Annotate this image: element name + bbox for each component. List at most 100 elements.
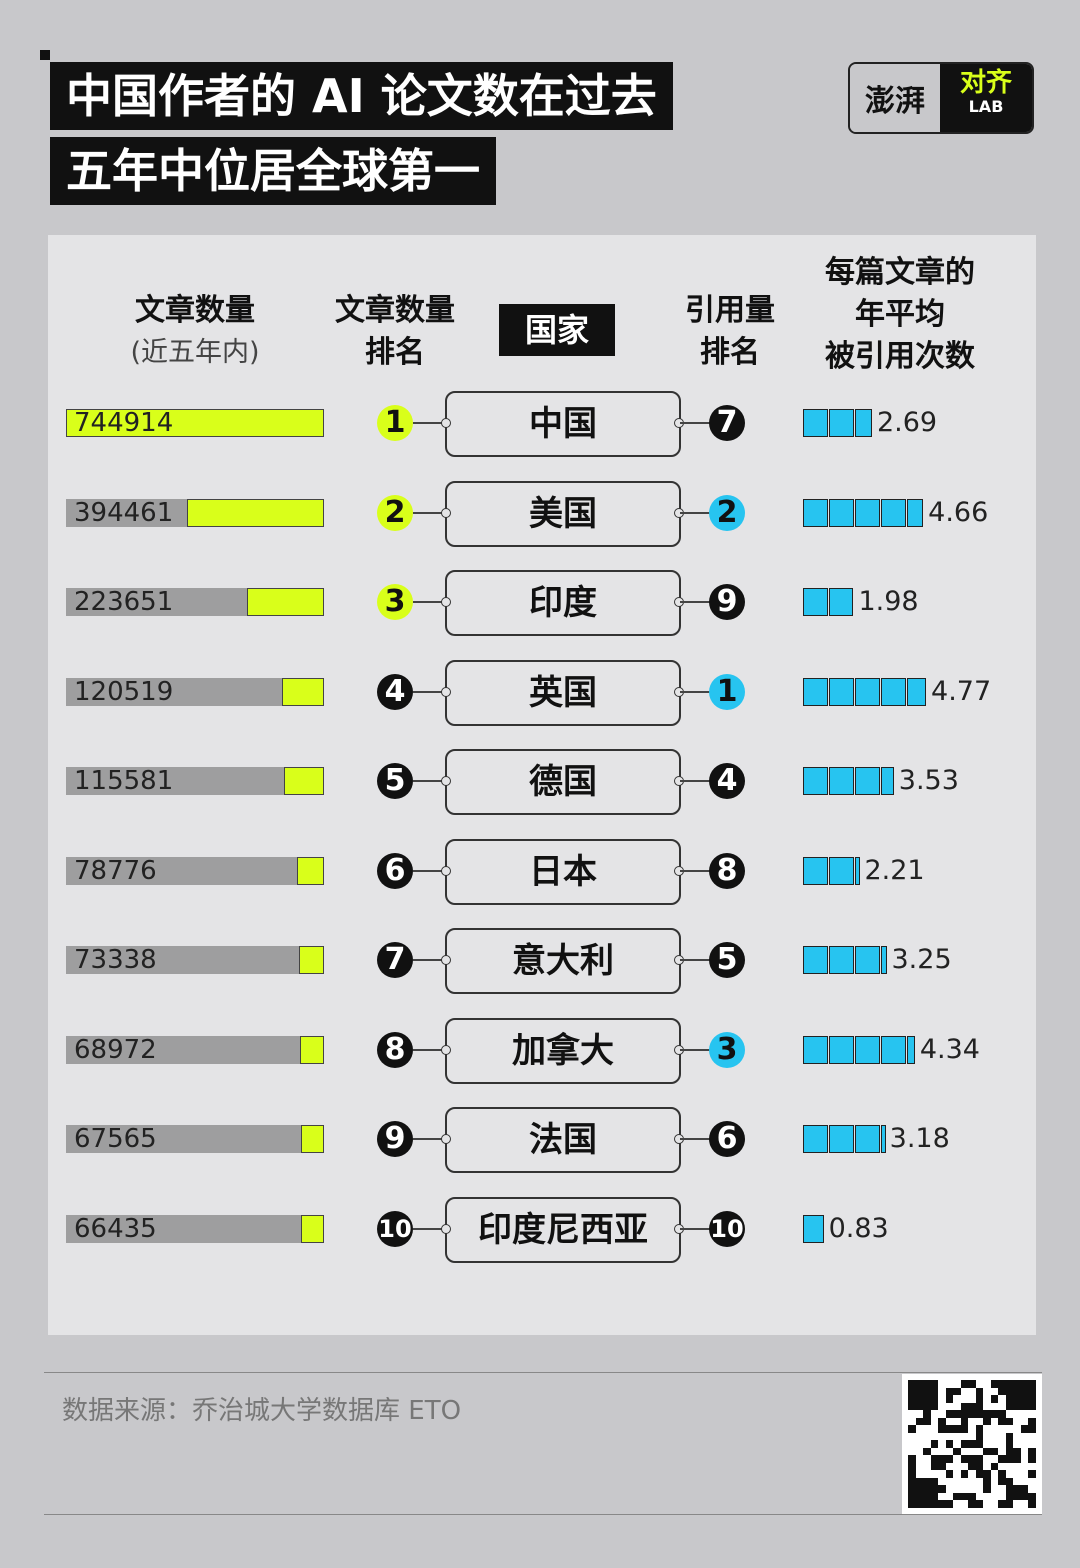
knob-left [441,1223,451,1234]
qr-module [945,1500,953,1508]
table-row: 67565 9 法国 6 3.18 [0,1107,1080,1209]
count-bar-fill [283,767,324,795]
qr-module [908,1470,916,1478]
qr-module [938,1417,946,1425]
qr-module [968,1455,976,1463]
count-bar: 66435 [66,1213,324,1244]
cite-rank: 10 [709,1210,745,1247]
table-row: 68972 8 加拿大 3 4.34 [0,1017,1080,1120]
connector-left [413,511,447,514]
qr-module [975,1410,983,1418]
avg-square [803,1214,824,1243]
qr-module [908,1380,916,1388]
qr-module [983,1477,991,1485]
qr-module [908,1455,916,1463]
count-rank: 1 [377,405,413,441]
knob-left [441,686,451,697]
avg-square [829,856,854,885]
h6: 年平均 [855,297,945,332]
avg-square [803,767,828,795]
avg-square [855,409,872,437]
connector-left [413,1227,447,1230]
avg-square [855,856,860,885]
avg-value: 4.34 [919,1033,980,1065]
qr-module [1020,1402,1028,1410]
count-value: 73338 [74,945,157,975]
header-avg: 每篇文章的年平均被引用次数 [800,252,1000,378]
qr-module [1005,1500,1013,1508]
connector-right [680,1048,710,1051]
connector-left [413,1138,447,1140]
avg-square [803,498,828,527]
count-value: 67565 [74,1124,157,1154]
country-box: 美国 [445,480,681,547]
avg-square [881,946,887,974]
cite-rank: 9 [709,584,745,620]
country-box: 德国 [445,749,681,815]
qr-module [960,1440,968,1448]
avg-square [855,677,880,706]
qr-module [1020,1380,1028,1388]
cite-rank: 5 [709,942,745,978]
qr-module [908,1425,916,1433]
qr-module [1005,1380,1013,1388]
count-bar: 394461 [66,497,324,528]
qr-module [915,1417,923,1425]
qr-module [953,1410,961,1418]
connector-right [680,869,710,872]
avg-square [803,677,828,706]
country-box: 加拿大 [445,1017,681,1084]
count-value: 78776 [74,855,157,886]
count-value: 394461 [74,497,174,528]
qr-code[interactable] [902,1374,1042,1514]
qr-module [975,1402,983,1410]
qr-module [915,1492,923,1500]
qr-module [1005,1387,1013,1395]
h7: 被引用次数 [825,339,975,374]
qr-module [1028,1395,1036,1403]
qr-module [1013,1395,1021,1403]
country-box: 印度尼西亚 [445,1196,681,1263]
qr-module [938,1500,946,1508]
qr-module [975,1395,983,1403]
count-rank: 4 [377,673,413,710]
avg-square [881,767,894,795]
qr-module [930,1477,938,1485]
qr-module [915,1395,923,1403]
qr-module [968,1500,976,1508]
qr-module [960,1410,968,1418]
avg-square [907,1035,915,1064]
qr-module [945,1387,953,1395]
country-box: 中国 [445,391,681,457]
qr-module [998,1455,1006,1463]
avg-square [829,946,854,974]
connector-right [680,690,710,693]
avg-square [803,1035,828,1064]
qr-module [930,1492,938,1500]
qr-module [945,1410,953,1418]
country-box: 日本 [445,838,681,905]
avg-value: 3.25 [891,944,952,975]
country-box: 法国 [445,1107,681,1173]
cite-rank: 7 [709,405,745,441]
knob-left [441,776,451,786]
connector-left [413,959,447,961]
qr-module [953,1492,961,1500]
qr-module [1005,1485,1013,1493]
qr-module [975,1425,983,1433]
qr-module [938,1485,946,1493]
qr-module [1013,1380,1021,1388]
qr-module [990,1380,998,1388]
qr-module [998,1417,1006,1425]
cite-rank: 1 [709,673,745,710]
count-bar-fill [66,409,324,437]
h5: 每篇文章的 [825,255,975,290]
qr-module [975,1455,983,1463]
qr-module [1028,1455,1036,1463]
count-bar: 67565 [66,1125,324,1153]
cite-rank: 4 [709,763,745,799]
count-bar-fill [300,1125,324,1153]
count-value: 744914 [74,408,174,438]
count-value: 66435 [74,1213,157,1244]
table-row: 73338 7 意大利 5 3.25 [0,928,1080,1030]
